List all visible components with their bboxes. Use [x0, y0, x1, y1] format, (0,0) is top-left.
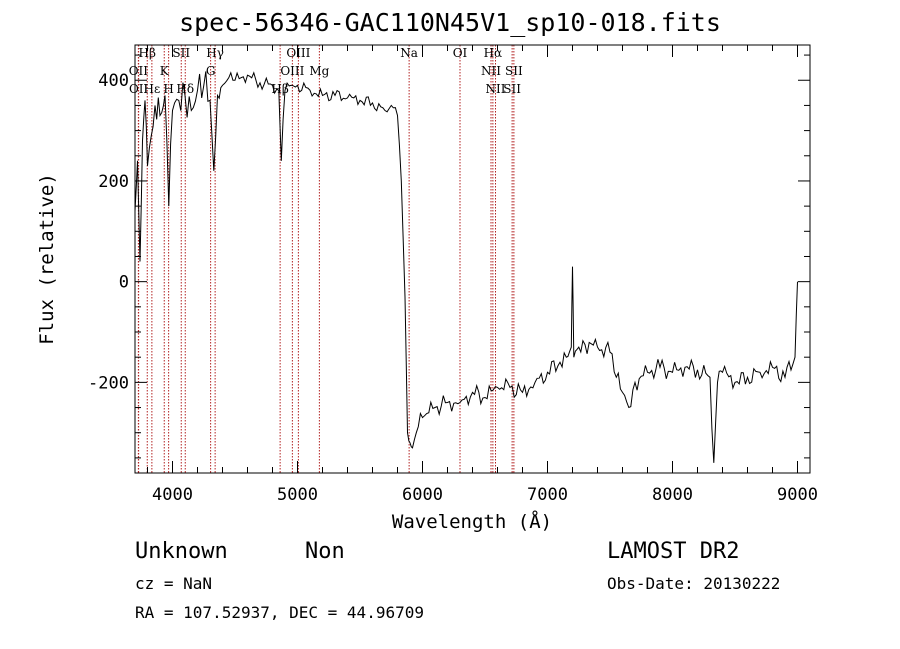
line-marker-label: Mg	[309, 64, 329, 78]
plot-frame	[134, 44, 811, 474]
line-marker-label: Hα	[484, 46, 503, 60]
y-tick-label: 0	[119, 273, 129, 293]
x-tick-label: 9000	[777, 485, 818, 505]
line-marker-label: Na	[400, 46, 418, 60]
line-marker-label: Hγ	[206, 46, 224, 60]
line-marker-label: Hβ	[271, 82, 288, 96]
chart-title: spec-56346-GAC110N45V1_sp10-018.fits	[179, 8, 721, 37]
x-axis-ticks: 4000 5000 6000 7000 8000 9000	[147, 45, 818, 505]
y-axis-label: Flux (relative)	[36, 173, 58, 345]
x-tick-label: 8000	[652, 485, 693, 505]
line-marker-label: OIII	[280, 64, 304, 78]
class-label: Unknown	[135, 539, 228, 564]
x-tick-label: 4000	[152, 485, 193, 505]
x-tick-label: 5000	[277, 485, 318, 505]
spectral-line-markers	[137, 45, 515, 473]
line-marker-label: SII	[505, 64, 523, 78]
y-tick-label: 400	[98, 71, 129, 91]
ra-dec-label: RA = 107.52937, DEC = 44.96709	[135, 603, 424, 622]
line-marker-label: G	[206, 64, 216, 78]
line-marker-label: OIII	[286, 46, 310, 60]
survey-label: LAMOST DR2	[607, 539, 740, 564]
subclass-label: Non	[305, 539, 345, 564]
line-marker-label: Hε	[144, 82, 161, 96]
line-marker-label: SII	[172, 46, 190, 60]
line-marker-label: NII	[486, 82, 506, 96]
line-marker-label: Hβ	[139, 46, 156, 60]
line-marker-label: H	[163, 82, 173, 96]
line-marker-label: NII	[481, 64, 501, 78]
line-marker-label: Hδ	[176, 82, 194, 96]
redshift-label: cz = NaN	[135, 574, 213, 593]
x-axis-label: Wavelength (Å)	[392, 510, 552, 533]
obs-date-label: Obs-Date: 20130222	[607, 574, 781, 593]
line-marker-label: OII	[129, 82, 149, 96]
line-marker-label: K	[160, 64, 170, 78]
y-tick-label: 200	[98, 172, 129, 192]
line-marker-label: OI	[453, 46, 468, 60]
y-axis-ticks: -200 0 200 400	[88, 54, 810, 459]
spectrum-series-line	[134, 71, 798, 463]
x-tick-label: 7000	[527, 485, 568, 505]
line-marker-label: OII	[129, 64, 149, 78]
y-tick-label: -200	[88, 373, 129, 393]
line-marker-label: SII	[503, 82, 521, 96]
x-tick-label: 6000	[402, 485, 443, 505]
